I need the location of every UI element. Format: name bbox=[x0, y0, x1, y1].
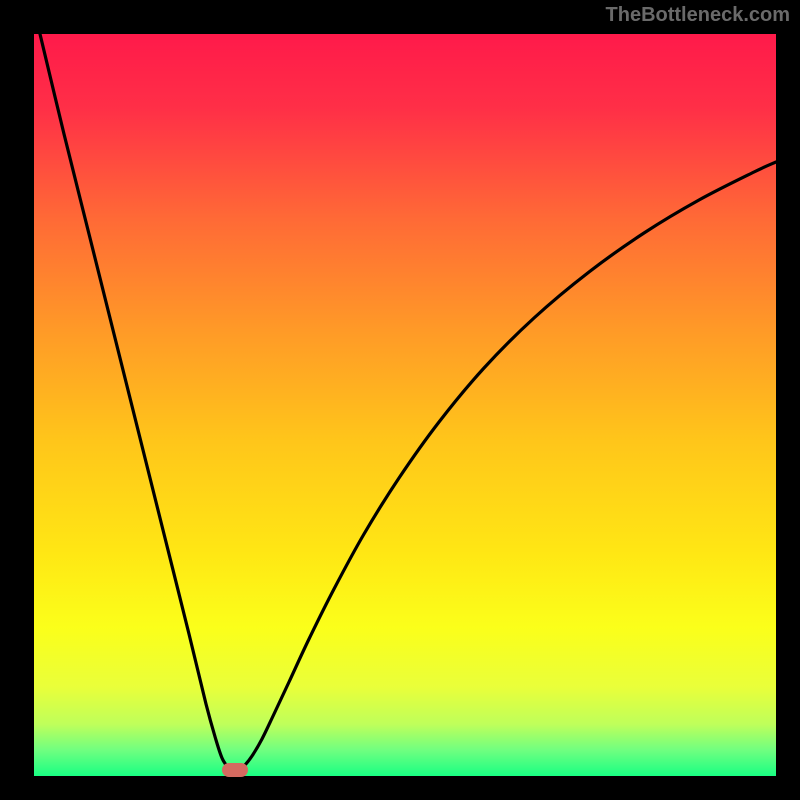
chart-frame: TheBottleneck.com bbox=[0, 0, 800, 800]
plot-area bbox=[34, 34, 776, 776]
bottleneck-curve bbox=[34, 34, 776, 776]
watermark-text: TheBottleneck.com bbox=[606, 4, 790, 27]
optimal-point-marker bbox=[222, 763, 248, 777]
